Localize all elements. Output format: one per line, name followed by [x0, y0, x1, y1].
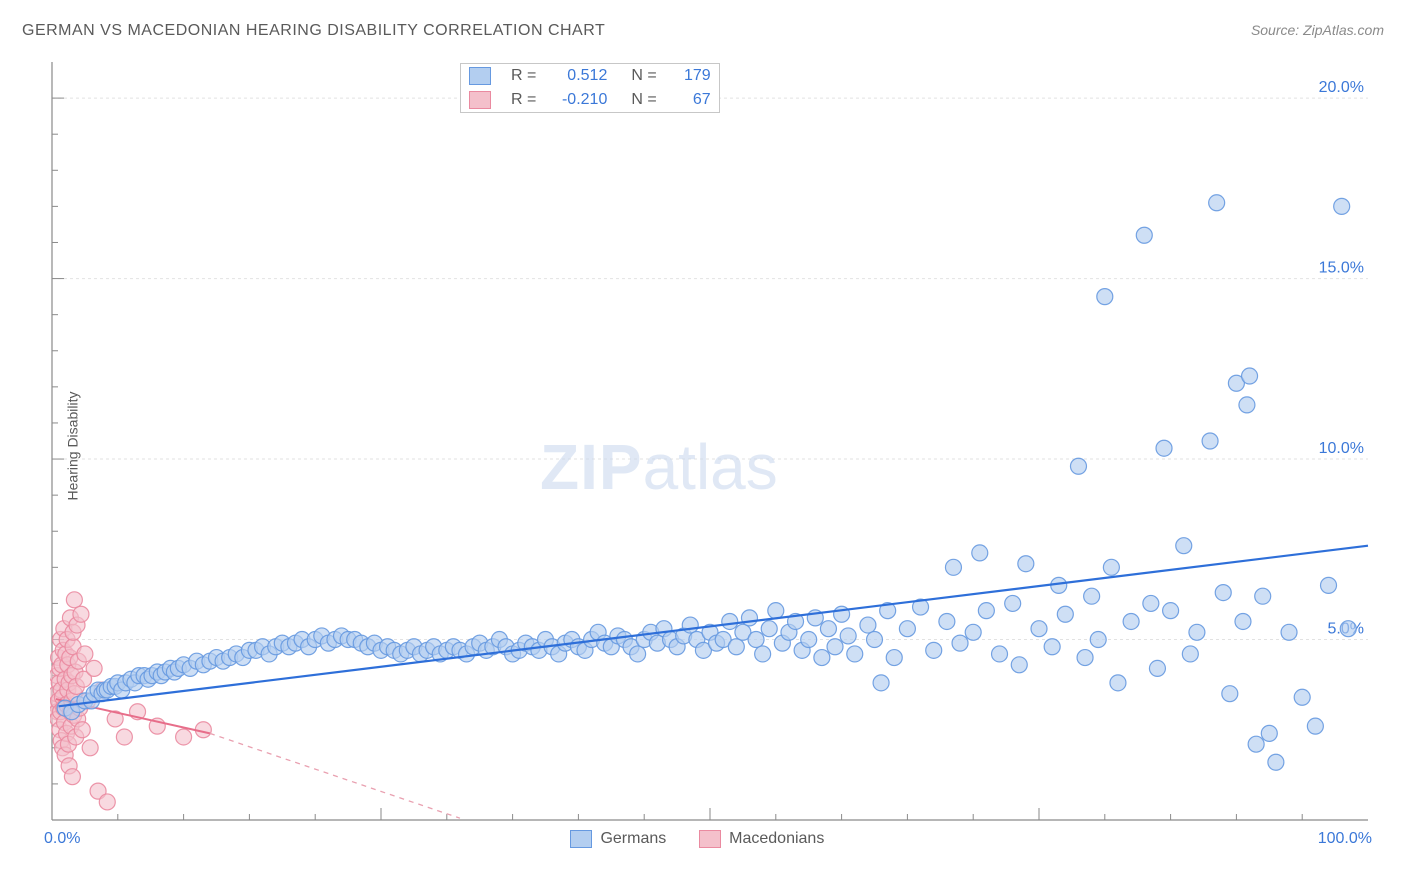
chart-title: GERMAN VS MACEDONIAN HEARING DISABILITY …: [22, 22, 605, 40]
r-value-germans: 0.512: [544, 64, 615, 88]
plot-area: 5.0%10.0%15.0%20.0% ZIPatlas R = 0.512 N…: [50, 60, 1370, 850]
chart-container: GERMAN VS MACEDONIAN HEARING DISABILITY …: [0, 0, 1406, 892]
swatch-germans: [469, 67, 491, 85]
scatter-svg: 5.0%10.0%15.0%20.0%: [50, 60, 1370, 850]
swatch-macedonians: [699, 830, 721, 848]
bottom-legend: Germans Macedonians: [570, 830, 824, 848]
x-axis-min-label: 0.0%: [44, 830, 80, 848]
swatch-macedonians: [469, 91, 491, 109]
r-label: R =: [503, 88, 544, 112]
source-credit: Source: ZipAtlas.com: [1251, 22, 1384, 38]
n-label: N =: [615, 88, 664, 112]
n-value-germans: 179: [665, 64, 719, 88]
legend-label-germans: Germans: [600, 830, 666, 847]
stats-row-macedonians: R = -0.210 N = 67: [461, 88, 719, 112]
stats-row-germans: R = 0.512 N = 179: [461, 64, 719, 88]
n-label: N =: [615, 64, 664, 88]
r-label: R =: [503, 64, 544, 88]
x-axis-max-label: 100.0%: [1318, 830, 1372, 848]
stats-legend-table: R = 0.512 N = 179 R = -0.210 N = 67: [461, 64, 719, 112]
legend-label-macedonians: Macedonians: [729, 830, 824, 847]
swatch-germans: [570, 830, 592, 848]
svg-text:20.0%: 20.0%: [1319, 79, 1364, 96]
svg-text:15.0%: 15.0%: [1319, 260, 1364, 277]
r-value-macedonians: -0.210: [544, 88, 615, 112]
stats-legend: R = 0.512 N = 179 R = -0.210 N = 67: [460, 63, 720, 113]
svg-text:10.0%: 10.0%: [1319, 440, 1364, 457]
n-value-macedonians: 67: [665, 88, 719, 112]
